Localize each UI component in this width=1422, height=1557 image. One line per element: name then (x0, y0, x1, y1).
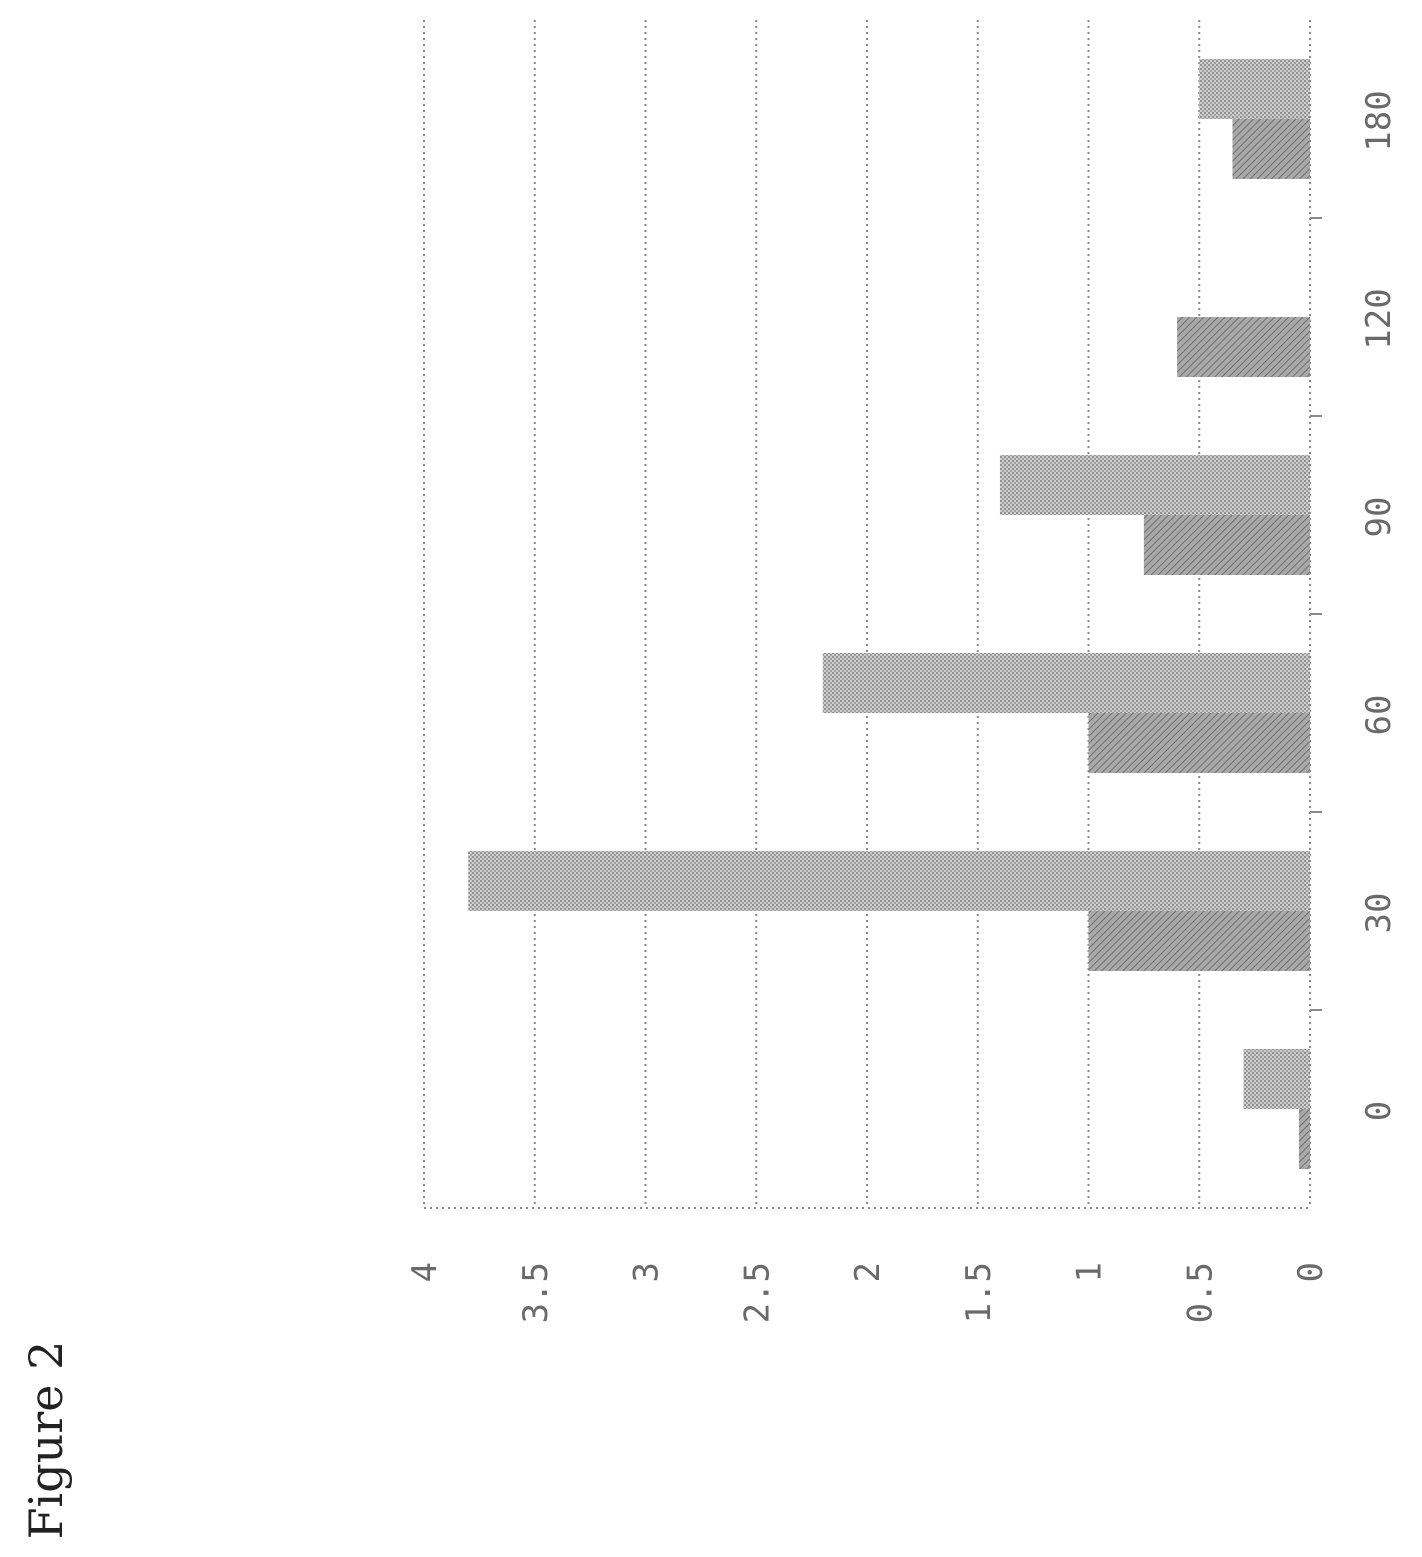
bar-series1-180 (1232, 119, 1310, 179)
bars (468, 59, 1310, 1169)
y-tick-label-0: 0 (1291, 1262, 1331, 1282)
x-tick-label-180: 180 (1359, 90, 1399, 151)
y-tick-label-7: 3.5 (516, 1262, 556, 1323)
bar-series2-0 (1243, 1049, 1310, 1109)
y-tick-label-5: 2.5 (737, 1262, 777, 1323)
bar-series2-180 (1199, 59, 1310, 119)
y-tick-label-2: 1 (1070, 1262, 1110, 1282)
x-tick-label-0: 0 (1359, 1101, 1399, 1121)
grid-lines (423, 20, 1322, 1209)
y-tick-label-4: 2 (848, 1262, 888, 1282)
bar-series2-90 (999, 455, 1310, 515)
category-axis-tick-labels: 0 30 60 90 120 180 (1359, 90, 1399, 1121)
value-axis-tick-labels: 0 0.5 1 1.5 2 2.5 3 3.5 4 (405, 1262, 1331, 1323)
y-tick-label-6: 3 (627, 1262, 667, 1282)
x-tick-label-120: 120 (1359, 288, 1399, 349)
bar-series1-60 (1088, 713, 1310, 773)
x-tick-label-90: 90 (1359, 497, 1399, 538)
x-tick-label-60: 60 (1359, 695, 1399, 736)
y-tick-label-8: 4 (405, 1262, 445, 1282)
y-tick-label-1: 0.5 (1180, 1262, 1220, 1323)
bar-series1-90 (1143, 515, 1310, 575)
bar-series2-60 (822, 653, 1310, 713)
bar-series1-0 (1298, 1109, 1310, 1169)
y-tick-label-3: 1.5 (959, 1262, 999, 1323)
figure-label: Figure 2 (19, 1341, 73, 1540)
bar-series2-30 (468, 851, 1310, 911)
x-tick-label-30: 30 (1359, 893, 1399, 934)
bar-series1-120 (1177, 317, 1310, 377)
bar-series1-30 (1088, 911, 1310, 971)
